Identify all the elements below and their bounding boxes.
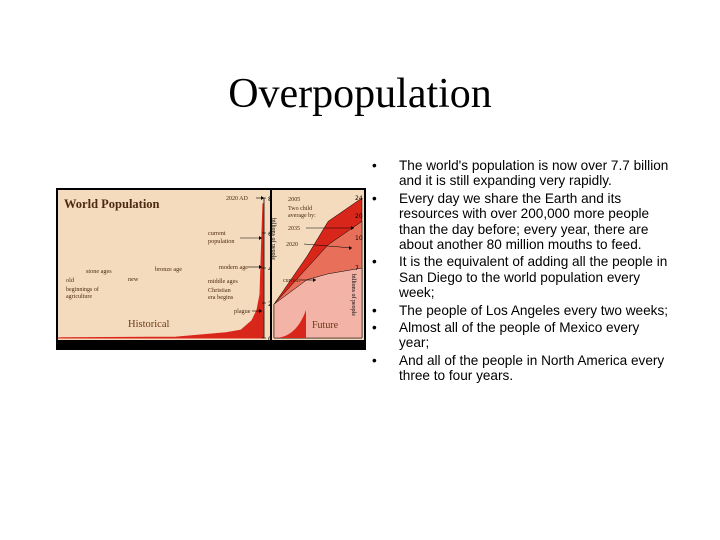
bullet-dot: •	[372, 190, 377, 206]
annotation-arrowhead	[259, 265, 262, 269]
historical-marks	[57, 197, 266, 339]
x-tick-label: 2.5 m. 8000 BC	[58, 343, 101, 349]
annotation-arrowhead	[349, 246, 352, 250]
annotation-old: old	[66, 277, 75, 284]
x-tick-label: 2000 AD	[256, 343, 280, 349]
bullet-text: Almost all of the people of Mexico every…	[399, 320, 640, 351]
annotation-arrowhead	[259, 236, 262, 240]
future-projection-area-0	[273, 267, 363, 339]
annotation-modern-age: modern age	[219, 264, 248, 271]
annotation-2020: 2020	[286, 242, 298, 248]
bullet-text: Every day we share the Earth and its res…	[399, 190, 650, 253]
future-y-tick-label: 24	[355, 195, 363, 202]
future-y-tick-label: 7	[355, 265, 359, 272]
future-marks	[273, 197, 363, 339]
annotation-new: new	[128, 276, 139, 283]
annotation-current-population-1: current	[208, 230, 226, 237]
bullet-text: And all of the people in North America e…	[399, 352, 665, 384]
bullet-text: It is the equivalent of adding all the p…	[399, 254, 668, 301]
panel-label-historical: Historical	[128, 319, 169, 330]
bullet-dot: •	[372, 302, 377, 318]
annotation-stone-ages: stone ages	[86, 268, 112, 275]
bullet-text: The people of Los Angeles every two week…	[399, 302, 669, 318]
annotation-arrowhead	[351, 226, 354, 230]
bullet-item: • Almost all of the people of Mexico eve…	[372, 320, 672, 351]
annotation-arrowhead	[313, 278, 316, 282]
y-tick-label: 2	[268, 300, 272, 308]
bullet-dot: •	[372, 158, 377, 173]
bullet-dot: •	[372, 320, 377, 336]
future-y-tick-label: 10	[355, 235, 363, 242]
bullet-dot: •	[372, 254, 377, 270]
bullet-item: • The people of Los Angeles every two wee…	[372, 303, 672, 318]
x-tick-label: 0 AD	[224, 343, 237, 349]
y-tick-label: 6	[268, 230, 272, 238]
annotation-plague: plague	[234, 308, 251, 315]
bullet-text: The world's population is now over 7.7 b…	[399, 158, 669, 189]
x-tick-label: 3000 BC	[164, 343, 188, 349]
annotation-arrow	[303, 243, 353, 249]
annotation-christian-era-1-line0: Christian	[208, 287, 231, 294]
annotation-middle-ages: middle ages	[208, 278, 238, 285]
panel-label-future: Future	[312, 320, 339, 331]
annotation-arrowhead	[261, 196, 264, 200]
bullet-dot: •	[372, 352, 377, 368]
annotation-bronze-age: bronze age	[155, 266, 182, 273]
annotation-current: current	[283, 278, 300, 284]
annotation-arrowhead	[259, 309, 262, 313]
annotation-beginnings-of-agriculture-1-line0: beginnings of	[66, 286, 99, 293]
historical-population-area	[57, 203, 264, 339]
y-axis-label-future: billions of people	[350, 274, 357, 316]
slide-title: Overpopulation	[228, 71, 492, 117]
annotation-christian-era-1-line1: era begins	[208, 294, 234, 301]
chart-title: World Population	[64, 197, 160, 211]
future-y-tick-label: 20	[355, 213, 363, 220]
x-tick-label: 2100	[348, 343, 363, 349]
world-population-chart: 0 2 4 6 8 7 10 20 24 World Population Historical Fu…	[56, 188, 366, 350]
annotation-2020-ad: 2020 AD	[226, 196, 249, 202]
annotation-current-population-2: population	[208, 238, 234, 245]
y-tick-label: 4	[268, 265, 272, 273]
annotation-2035: 2035	[288, 226, 300, 232]
bullet-list: • The world's population is now over 7.7 …	[372, 158, 672, 386]
y-tick-label: 0	[268, 335, 272, 343]
y-axis-label: billions of people	[270, 218, 277, 260]
annotation-2005: 2005	[288, 196, 300, 203]
y-tick-label: 8	[268, 195, 272, 203]
future-ramp-area	[274, 310, 306, 338]
bullet-item: • And all of the people in North America …	[372, 353, 672, 384]
bullet-item: • It is the equivalent of adding all the …	[372, 254, 672, 300]
bullet-item: • Every day we share the Earth and its re…	[372, 191, 672, 253]
annotation-two-child-1-line0: Two child	[288, 206, 312, 212]
annotation-beginnings-of-agriculture-1-line1: agriculture	[66, 294, 92, 300]
x-tick-label: 1996	[306, 343, 321, 349]
annotation-two-child-1-line1: average by:	[288, 213, 316, 219]
bullet-item: • The world's population is now over 7.7 …	[372, 158, 672, 189]
historical-panel-background	[58, 190, 270, 340]
